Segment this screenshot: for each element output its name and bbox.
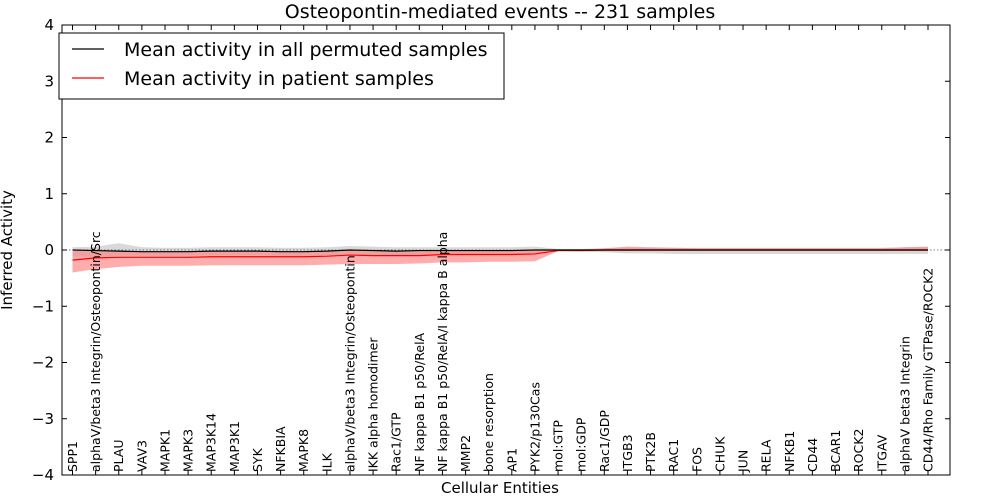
y-tick-label: 2: [44, 129, 54, 147]
x-tick-label: Rac1/GTP: [389, 412, 404, 472]
y-tick-label: −3: [32, 410, 54, 428]
y-tick-label: 1: [44, 185, 54, 203]
x-tick-label: SPP1: [65, 441, 80, 472]
x-tick-label: ROCK2: [851, 429, 866, 472]
y-axis: 4 3 2 1 0 −1 −2 −3 −4: [32, 16, 950, 484]
x-tick-label: CHUK: [712, 436, 727, 472]
x-tick-label: JUN: [736, 450, 751, 473]
x-tick-label: bone resorption: [481, 373, 496, 472]
y-tick-label: 4: [44, 16, 54, 34]
y-tick-label: 0: [44, 241, 54, 259]
x-tick-label: CD44/Rho Family GTPase/ROCK2: [921, 268, 936, 472]
x-tick-label: MAPK1: [157, 429, 172, 472]
x-tick-label: NF kappa B1 p50/RelA: [412, 332, 427, 472]
legend-label-permuted: Mean activity in all permuted samples: [124, 39, 487, 61]
y-tick-label: −2: [32, 354, 54, 372]
x-tick-label: ITGAV: [874, 434, 889, 472]
x-tick-label: Rac1/GDP: [597, 410, 612, 472]
legend-box: [58, 32, 505, 100]
x-tick-label: alphaV beta3 Integrin: [897, 336, 912, 472]
x-tick-label: VAV3: [134, 440, 149, 472]
x-tick-label: mol:GDP: [574, 417, 589, 472]
line-layer: [62, 249, 950, 261]
y-tick-label: 3: [44, 72, 54, 90]
x-tick-label: NFKB1: [782, 431, 797, 472]
x-tick-label: BCAR1: [828, 430, 843, 472]
x-tick-label: NF kappa B1 p50/RelA/I kappa B alpha: [435, 232, 450, 472]
x-tick-label: NFKBIA: [273, 426, 288, 472]
x-tick-label: FOS: [689, 447, 704, 472]
x-tick-label: AP1: [504, 448, 519, 472]
band-patient: [72, 246, 928, 273]
chart-title: Osteopontin-mediated events -- 231 sampl…: [285, 1, 715, 23]
x-tick-label: MMP2: [458, 435, 473, 472]
x-tick-label: ITGB3: [620, 434, 635, 472]
x-tick-label: alphaV/beta3 Integrin/Osteopontin: [342, 255, 357, 472]
x-tick-label: ILK: [319, 452, 334, 472]
legend: Mean activity in all permuted samples Me…: [58, 32, 505, 100]
x-tick-label: alphaV/beta3 Integrin/Osteopontin/Src: [88, 231, 103, 472]
x-tick-label: MAP3K1: [227, 421, 242, 472]
x-tick-label: IKK alpha homodimer: [366, 337, 381, 472]
x-tick-label: SYK: [250, 447, 265, 472]
x-axis: SPP1 alphaV/beta3 Integrin/Osteopontin/Sr…: [65, 25, 936, 475]
x-tick-label: MAPK3: [181, 429, 196, 472]
x-tick-label: CD44: [805, 438, 820, 472]
y-tick-label: −1: [32, 297, 54, 315]
x-tick-label: RAC1: [666, 439, 681, 472]
y-tick-label: −4: [32, 466, 54, 484]
x-tick-label: PYK2/p130Cas: [527, 382, 542, 472]
x-tick-label: RELA: [759, 439, 774, 472]
legend-label-patient: Mean activity in patient samples: [124, 68, 434, 90]
x-tick-label: PLAU: [111, 440, 126, 473]
series-line-permuted: [72, 249, 928, 253]
x-tick-label: PTK2B: [643, 432, 658, 472]
x-tick-label: MAP3K14: [204, 413, 219, 472]
y-axis-label: Inferred Activity: [0, 190, 16, 310]
x-tick-label: mol:GTP: [551, 420, 566, 472]
x-tick-label: MAPK8: [296, 429, 311, 472]
x-axis-label: Cellular Entities: [441, 479, 559, 497]
